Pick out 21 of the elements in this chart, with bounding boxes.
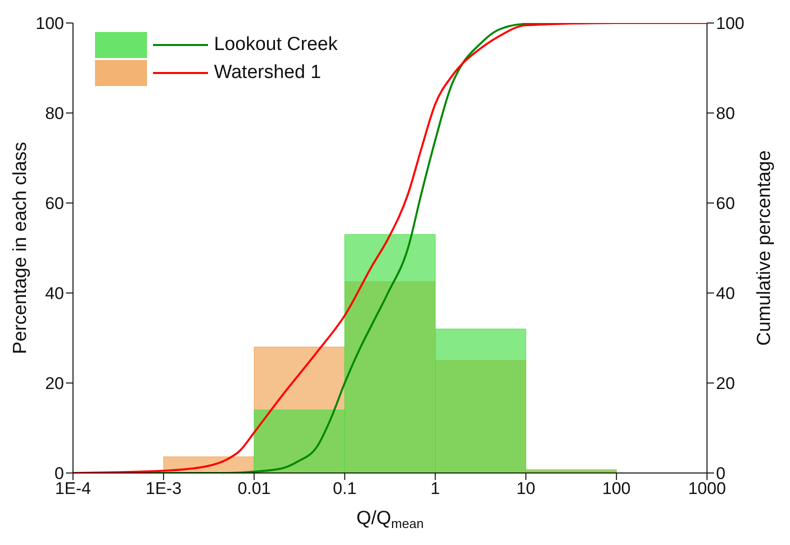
y-tick-label: 80 (45, 104, 64, 124)
y2-tick-label: 100 (716, 14, 744, 34)
y2-tick-label: 60 (716, 194, 735, 214)
y2-tick-label: 80 (716, 104, 735, 124)
y-tick-label: 20 (45, 374, 64, 394)
y-tick-label: 100 (36, 14, 64, 34)
legend-label: Watershed 1 (214, 62, 322, 84)
x-tick-label: 0.1 (332, 479, 357, 498)
x-tick-label: 0.01 (238, 479, 271, 498)
x-tick-label: 1 (430, 479, 440, 498)
y2-tick-label: 20 (716, 374, 735, 394)
x-axis-title: Q/Q$_{mean}$ (356, 508, 424, 531)
legend-label: Lookout Creek (214, 34, 338, 56)
y-axis-title: Percentage in each class (10, 142, 31, 354)
x-tick-label: 10 (516, 479, 536, 498)
y2-axis-title: Cumulative percentage (754, 150, 775, 346)
y2-tick-label: 40 (716, 284, 735, 304)
y-tick-label: 60 (45, 194, 64, 214)
x-tick-label: 100 (602, 479, 631, 498)
x-tick-label: 1E-3 (146, 479, 182, 498)
y-tick-label: 40 (45, 284, 64, 304)
